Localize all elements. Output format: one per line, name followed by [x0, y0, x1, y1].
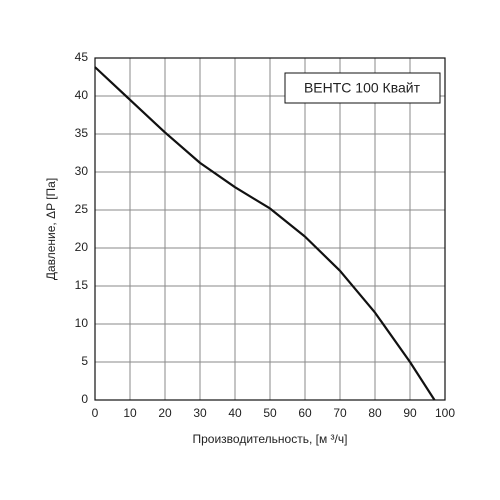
x-tick-label: 90	[403, 406, 417, 420]
y-tick-label: 30	[75, 164, 89, 178]
line-series	[94, 66, 436, 401]
y-tick-label: 45	[75, 50, 89, 64]
y-axis-label: Давление, ΔP [Па]	[44, 178, 58, 280]
x-tick-label: 100	[435, 406, 455, 420]
y-tick-label: 15	[75, 278, 89, 292]
y-tick-label: 40	[75, 88, 89, 102]
x-tick-label: 50	[263, 406, 277, 420]
x-tick-label: 60	[298, 406, 312, 420]
y-tick-label: 10	[75, 316, 89, 330]
x-axis-label: Производительность, [м ³/ч]	[193, 432, 348, 446]
x-tick-label: 70	[333, 406, 347, 420]
x-tick-label: 10	[123, 406, 137, 420]
y-tick-label: 25	[75, 202, 89, 216]
plot-frame	[94, 57, 446, 401]
y-tick-label: 5	[81, 354, 88, 368]
y-tick-label: 20	[75, 240, 89, 254]
x-tick-label: 0	[92, 406, 99, 420]
x-tick-label: 30	[193, 406, 207, 420]
x-tick-label: 20	[158, 406, 172, 420]
legend-box	[284, 72, 441, 104]
y-tick-label: 35	[75, 126, 89, 140]
legend-label: ВЕНТС 100 Квайт	[304, 80, 421, 96]
x-tick-label: 40	[228, 406, 242, 420]
y-tick-label: 0	[81, 392, 88, 406]
x-tick-label: 80	[368, 406, 382, 420]
